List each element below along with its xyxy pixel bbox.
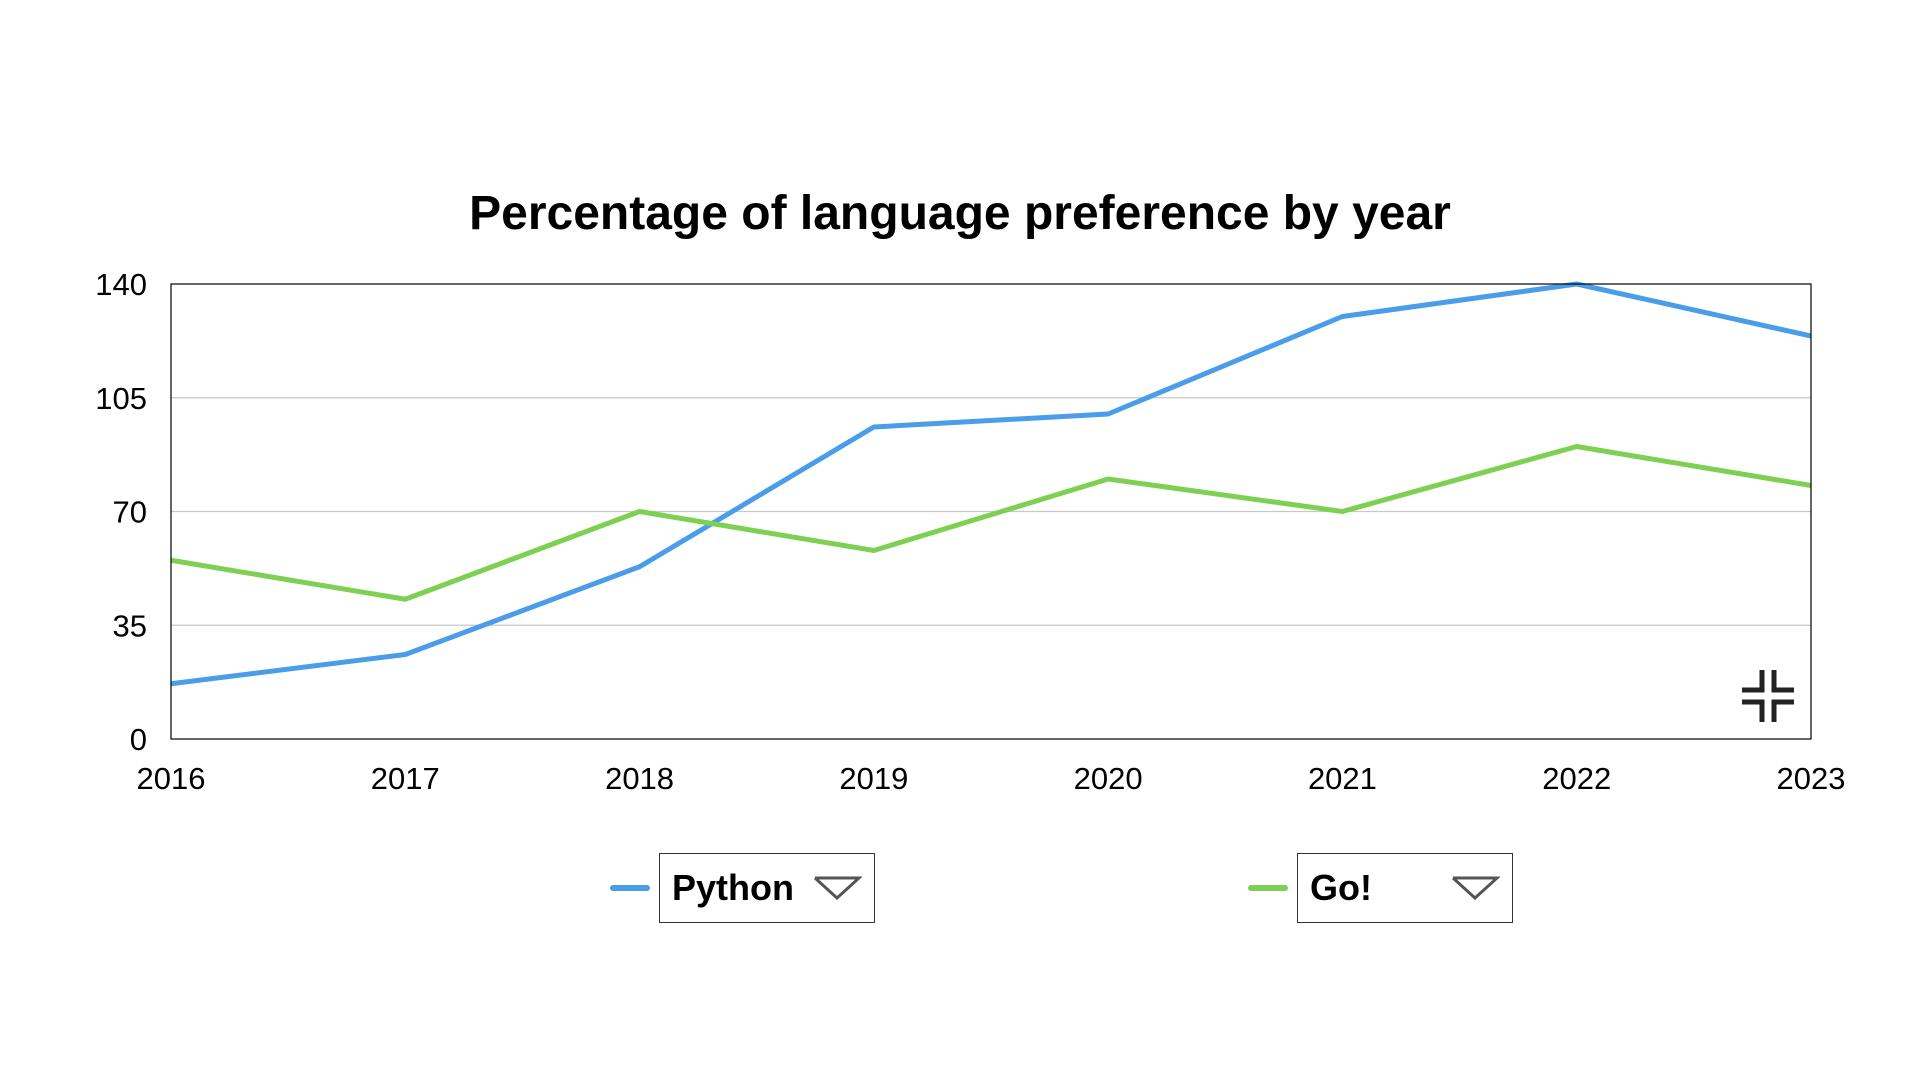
legend-item-python: Python xyxy=(610,853,875,923)
x-tick-label: 2018 xyxy=(605,761,674,796)
legend-label-go: Go! xyxy=(1310,867,1372,908)
x-tick-label: 2022 xyxy=(1542,761,1611,796)
y-tick-label: 140 xyxy=(95,267,147,302)
x-tick-label: 2020 xyxy=(1074,761,1143,796)
x-tick-label: 2021 xyxy=(1308,761,1377,796)
y-tick-label: 70 xyxy=(113,495,147,530)
legend-swatch-python xyxy=(610,885,650,891)
collapse-button[interactable] xyxy=(1738,666,1798,726)
legend-select-go[interactable]: Go! xyxy=(1297,853,1513,923)
series-line-go xyxy=(170,444,1812,602)
chevron-down-icon xyxy=(1450,874,1500,902)
y-tick-label: 35 xyxy=(113,608,147,643)
x-tick-label: 2016 xyxy=(137,761,206,796)
legend-swatch-go xyxy=(1248,885,1288,891)
chevron-down-icon xyxy=(812,874,862,902)
y-tick-label: 0 xyxy=(130,722,147,757)
legend-select-python[interactable]: Python xyxy=(659,853,875,923)
x-axis-ticks: 2016 2017 2018 2019 2020 2021 2022 2023 xyxy=(137,761,1846,796)
series-line-python xyxy=(170,281,1812,687)
x-tick-label: 2017 xyxy=(371,761,440,796)
plot-frame xyxy=(170,283,1812,740)
y-axis-ticks: 0 35 70 105 140 xyxy=(95,267,147,757)
chart-title: Percentage of language preference by yea… xyxy=(469,187,1451,240)
y-tick-label: 105 xyxy=(95,381,147,416)
legend-label-python: Python xyxy=(672,867,794,908)
grid-lines xyxy=(171,397,1811,626)
x-tick-label: 2019 xyxy=(839,761,908,796)
collapse-icon xyxy=(1742,670,1794,722)
legend-item-go: Go! xyxy=(1248,853,1513,923)
x-tick-label: 2023 xyxy=(1777,761,1846,796)
series-layer xyxy=(170,281,1812,687)
